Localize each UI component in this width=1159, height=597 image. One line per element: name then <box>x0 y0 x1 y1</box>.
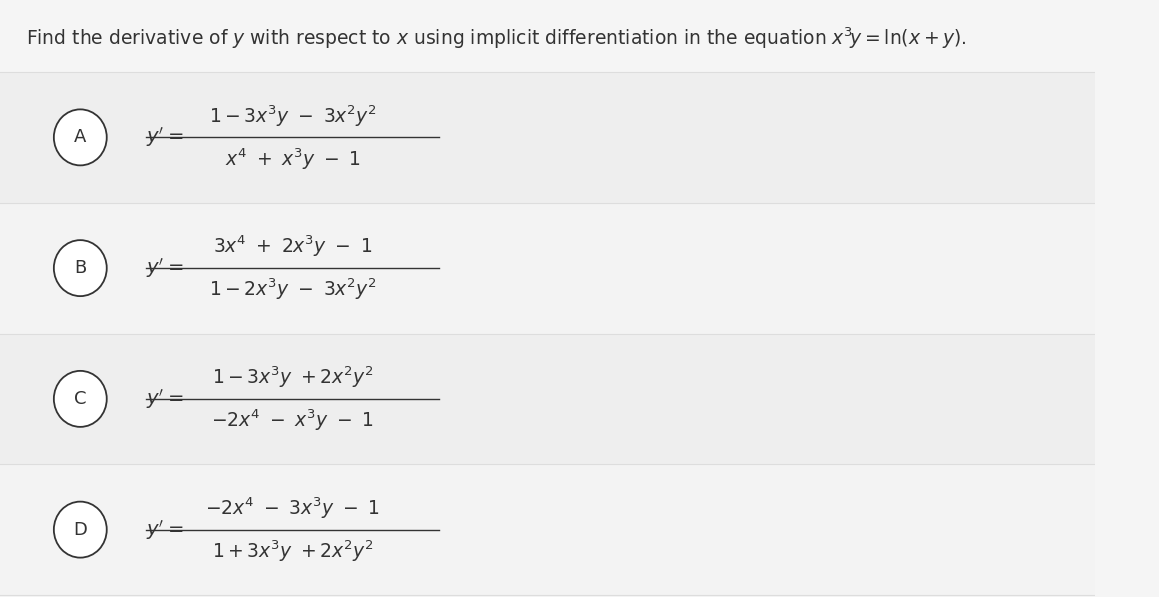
Circle shape <box>53 501 107 558</box>
Text: $1-3x^3y\ -\ 3x^2y^2$: $1-3x^3y\ -\ 3x^2y^2$ <box>209 103 377 128</box>
Text: $y' =$: $y' =$ <box>146 256 184 280</box>
Text: $1-2x^3y\ -\ 3x^2y^2$: $1-2x^3y\ -\ 3x^2y^2$ <box>209 277 377 302</box>
Text: B: B <box>74 259 87 277</box>
Circle shape <box>53 109 107 165</box>
Text: $3x^4\ +\ 2x^3y\ -\ 1$: $3x^4\ +\ 2x^3y\ -\ 1$ <box>213 234 372 259</box>
Bar <box>0 72 1095 203</box>
Text: $1-3x^3y\ +2x^2y^2$: $1-3x^3y\ +2x^2y^2$ <box>212 365 374 390</box>
Bar <box>0 334 1095 464</box>
Circle shape <box>53 240 107 296</box>
Text: C: C <box>74 390 87 408</box>
Text: $x^4\ +\ x^3y\ -\ 1$: $x^4\ +\ x^3y\ -\ 1$ <box>225 146 360 171</box>
Text: $1+3x^3y\ +2x^2y^2$: $1+3x^3y\ +2x^2y^2$ <box>212 538 374 564</box>
Text: Find the derivative of $y$ with respect to $x$ using implicit differentiation in: Find the derivative of $y$ with respect … <box>27 25 967 51</box>
Text: D: D <box>73 521 87 538</box>
Text: $y' =$: $y' =$ <box>146 387 184 411</box>
Bar <box>0 464 1095 595</box>
Text: $-2x^4\ -\ 3x^3y\ -\ 1$: $-2x^4\ -\ 3x^3y\ -\ 1$ <box>205 496 380 521</box>
Circle shape <box>53 371 107 427</box>
Text: $-2x^4\ -\ x^3y\ -\ 1$: $-2x^4\ -\ x^3y\ -\ 1$ <box>211 408 374 433</box>
Text: $y' =$: $y' =$ <box>146 125 184 149</box>
Bar <box>0 203 1095 334</box>
Text: A: A <box>74 128 87 146</box>
Text: $y' =$: $y' =$ <box>146 518 184 541</box>
